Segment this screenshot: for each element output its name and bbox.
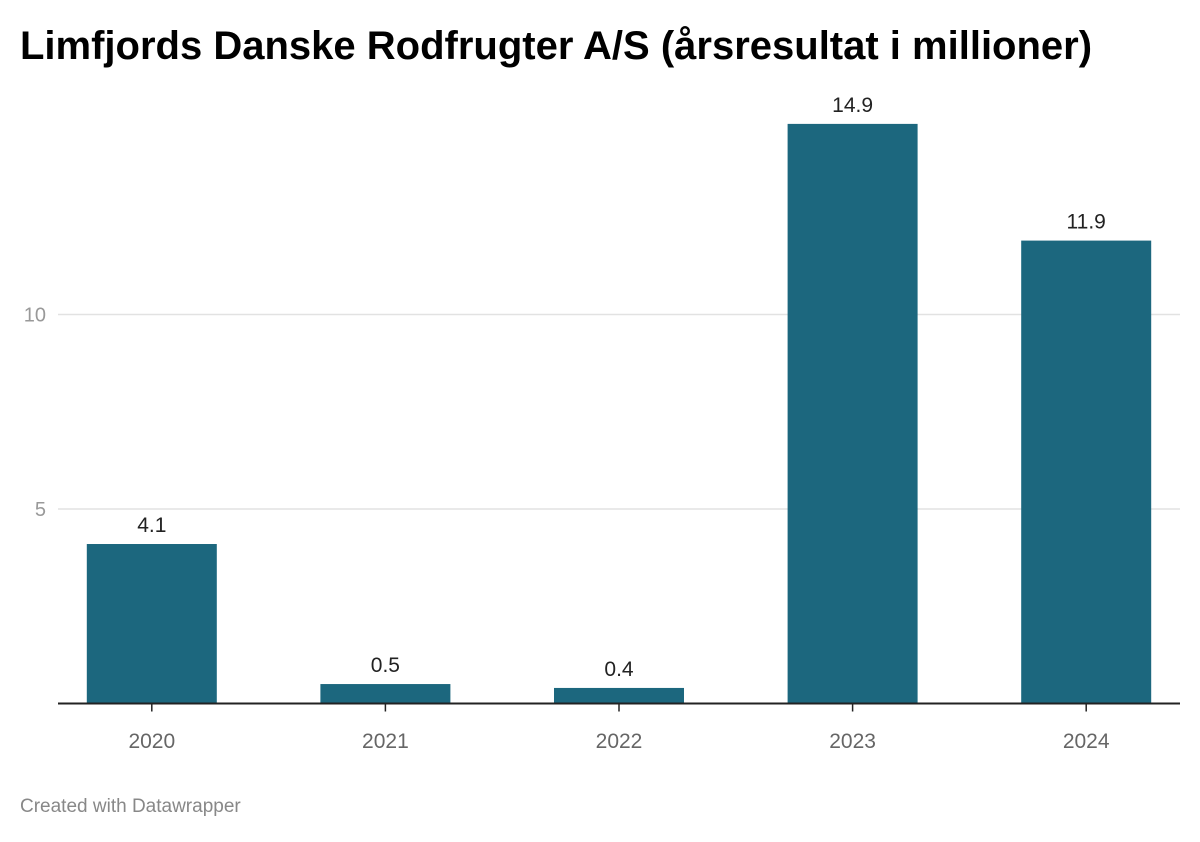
bar-2022: [554, 687, 684, 704]
value-label: 14.9: [832, 94, 873, 117]
y-tick-label: 5: [35, 499, 46, 521]
bar-2023: [787, 123, 918, 704]
value-label: 4.1: [137, 514, 166, 537]
x-tick-label: 2024: [1063, 730, 1110, 753]
y-axis-ticks: 5 10: [24, 305, 46, 522]
bars: [86, 123, 1152, 704]
gridlines: [58, 313, 1180, 510]
x-tick-label: 2021: [362, 730, 409, 753]
footer-credit: Created with Datawrapper: [20, 796, 241, 817]
value-label: 11.9: [1067, 211, 1106, 234]
value-label: 0.4: [604, 658, 634, 681]
chart-title: Limfjords Danske Rodfrugter A/S (årsresu…: [20, 24, 1093, 68]
x-tick-label: 2022: [596, 730, 643, 753]
bar-2021: [320, 684, 451, 704]
bar-2024: [1021, 240, 1152, 704]
bar-2020: [86, 544, 217, 704]
value-label: 0.5: [371, 654, 400, 677]
x-tick-label: 2023: [829, 730, 876, 753]
value-labels: 4.1 0.5 0.4 14.9 11.9: [137, 94, 1106, 681]
x-tick-label: 2020: [128, 730, 175, 753]
y-tick-label: 10: [24, 305, 46, 327]
x-axis-ticks: 2020 2021 2022 2023 2024: [128, 703, 1110, 753]
